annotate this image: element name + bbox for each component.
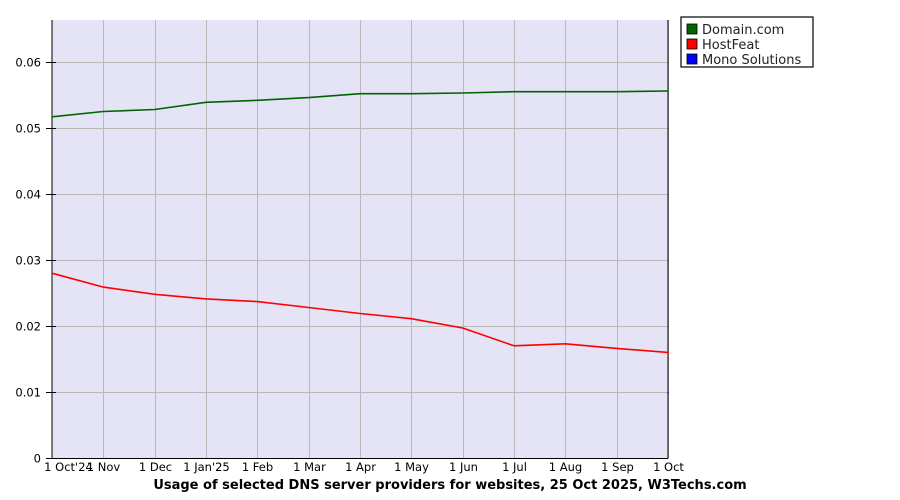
x-tick-label: 1 Jul: [502, 460, 527, 474]
x-tick-label: 1 Mar: [293, 460, 326, 474]
y-tick-label: 0.02: [15, 320, 41, 334]
chart-title: Usage of selected DNS server providers f…: [153, 478, 746, 493]
x-tick-label: 1 Nov: [87, 460, 121, 474]
x-tick-label: 1 Aug: [549, 460, 582, 474]
y-tick-label: 0.03: [15, 254, 41, 268]
y-tick-label: 0.04: [15, 188, 41, 202]
legend-swatch: [686, 53, 698, 65]
x-tick-label: 1 Jan'25: [183, 460, 230, 474]
x-axis-tick-labels: 1 Oct'241 Nov 1 Dec 1 Jan'25 1 Feb 1 Mar 1 Ap…: [44, 460, 684, 474]
y-tick-label: 0: [34, 452, 41, 466]
legend-swatch: [686, 38, 698, 50]
legend-label: Mono Solutions: [702, 53, 801, 68]
y-tick-label: 0.06: [15, 56, 41, 70]
x-tick-label: 1 Sep: [601, 460, 634, 474]
x-tick-label: 1 Dec: [139, 460, 172, 474]
legend-swatch: [686, 23, 698, 35]
x-tick-label: 1 Apr: [345, 460, 376, 474]
y-axis-tick-labels: 0 0.01 0.02 0.03 0.04 0.05 0.06: [15, 56, 41, 466]
x-tick-label: 1 Oct'24: [44, 460, 93, 474]
series-line-domain-com: [51, 90, 669, 118]
y-tick-label: 0.01: [15, 386, 41, 400]
y-tick-label: 0.05: [15, 122, 41, 136]
legend-label: HostFeat: [702, 38, 759, 53]
data-series-layer: [51, 90, 669, 395]
x-tick-label: 1 Jun: [449, 460, 478, 474]
series-line-hostfeat: [51, 272, 669, 356]
legend-label: Domain.com: [702, 23, 784, 38]
x-tick-label: 1 Oct: [653, 460, 684, 474]
x-tick-label: 1 Feb: [242, 460, 273, 474]
x-tick-label: 1 May: [394, 460, 429, 474]
legend-background: [680, 16, 814, 68]
